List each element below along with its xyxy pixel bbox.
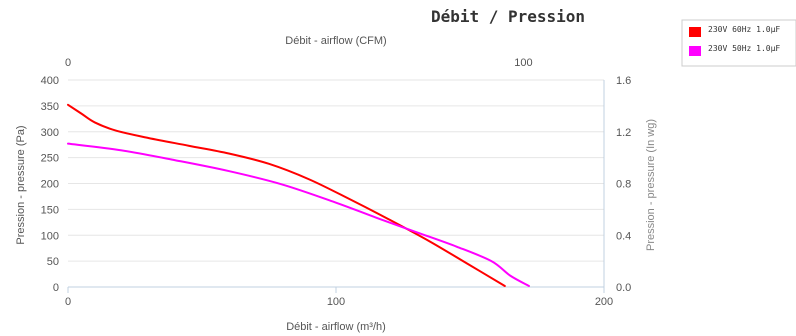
x-tick-label: 100 <box>327 296 345 308</box>
y-tick-label: 200 <box>41 179 59 191</box>
x-tick-label: 0 <box>65 296 71 308</box>
y-tick-label: 50 <box>47 256 59 268</box>
x-axis-title: Débit - airflow (m³/h) <box>286 321 386 333</box>
y2-axis-title: Pression - pressure (In wg) <box>645 119 657 251</box>
ticks-layer: 0 50 100 150 200 250 300 350 400 0.0 0.4 0.8 1.2 1.6 0… <box>41 57 632 308</box>
y-tick-label: 100 <box>41 230 59 242</box>
series-line-1 <box>67 103 506 287</box>
y2-tick-label: 0.8 <box>616 179 631 191</box>
y-tick-label: 250 <box>41 153 59 165</box>
legend-label-1: 230V 60Hz 1.0µF <box>708 25 780 34</box>
legend-label-2: 230V 50Hz 1.0µF <box>708 44 780 53</box>
chart-title: Débit / Pression <box>431 7 585 26</box>
grid-layer <box>68 79 604 288</box>
y-tick-label: 0 <box>53 282 59 294</box>
y-tick-label: 300 <box>41 127 59 139</box>
y2-tick-label: 0.0 <box>616 282 631 294</box>
y-tick-label: 350 <box>41 101 59 113</box>
legend-swatch-2 <box>689 46 701 56</box>
y2-tick-label: 0.4 <box>616 230 631 242</box>
axis-layer <box>67 80 605 293</box>
y-tick-label: 400 <box>41 75 59 87</box>
legend-swatch-1 <box>689 27 701 37</box>
legend-items: 230V 60Hz 1.0µF 230V 50Hz 1.0µF <box>689 25 780 56</box>
legend: 230V 60Hz 1.0µF 230V 50Hz 1.0µF <box>681 19 796 67</box>
y2-tick-label: 1.2 <box>616 127 631 139</box>
y-axis-title: Pression - pressure (Pa) <box>15 125 27 244</box>
x2-tick-label: 0 <box>65 57 71 69</box>
y2-tick-label: 1.6 <box>616 75 631 87</box>
x2-axis-title: Débit - airflow (CFM) <box>285 35 386 47</box>
series-layer <box>67 103 530 287</box>
series-line-2 <box>67 142 530 287</box>
x-tick-label: 200 <box>595 296 613 308</box>
x2-tick-label: 100 <box>514 57 532 69</box>
y-tick-label: 150 <box>41 204 59 216</box>
